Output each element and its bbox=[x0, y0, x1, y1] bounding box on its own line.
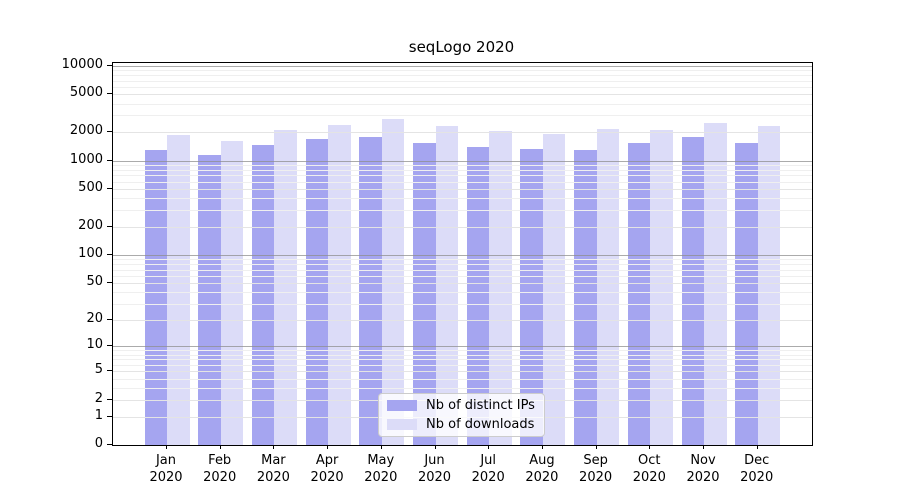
x-tick bbox=[219, 445, 221, 449]
legend-swatch-distinct-ips bbox=[387, 400, 417, 411]
y-tick-label-20: 20 bbox=[86, 310, 103, 326]
bar-may-downloads bbox=[381, 118, 405, 445]
bar-jul-distinct-ips bbox=[466, 147, 490, 445]
y-tick bbox=[107, 225, 112, 227]
bar-sep-distinct-ips bbox=[574, 149, 597, 445]
bar-aug-downloads bbox=[542, 134, 566, 445]
x-tick bbox=[595, 445, 597, 449]
legend-label-downloads: Nb of downloads bbox=[426, 417, 535, 432]
y-tick-label-50: 50 bbox=[86, 274, 103, 290]
bar-jan-distinct-ips bbox=[144, 149, 167, 445]
bar-oct-distinct-ips bbox=[627, 143, 651, 445]
legend-entry-distinct-ips: Nb of distinct IPs bbox=[387, 398, 536, 413]
bar-dec-distinct-ips bbox=[735, 143, 758, 445]
x-tick bbox=[273, 445, 275, 449]
x-tick-label-jan: Jan 2020 bbox=[149, 453, 183, 485]
x-tick-label-mar: Mar 2020 bbox=[256, 453, 290, 485]
bar-apr-downloads bbox=[328, 124, 351, 445]
bar-jun-distinct-ips bbox=[413, 142, 436, 445]
x-tick-label-sep: Sep 2020 bbox=[579, 453, 613, 485]
legend: Nb of distinct IPs Nb of downloads bbox=[378, 393, 545, 437]
y-tick-label-500: 500 bbox=[78, 180, 103, 196]
x-tick-label-jun: Jun 2020 bbox=[417, 453, 452, 485]
y-tick-label-1: 1 bbox=[94, 407, 103, 423]
x-tick bbox=[541, 445, 543, 449]
x-tick bbox=[756, 445, 758, 449]
x-tick-label-feb: Feb 2020 bbox=[203, 453, 237, 485]
x-tick-label-oct: Oct 2020 bbox=[632, 453, 666, 485]
x-tick-label-aug: Aug 2020 bbox=[525, 453, 559, 485]
y-tick bbox=[107, 159, 112, 161]
x-tick bbox=[166, 445, 167, 449]
y-tick bbox=[107, 282, 112, 284]
y-tick-label-100: 100 bbox=[78, 246, 103, 261]
y-tick-label-200: 200 bbox=[78, 217, 103, 233]
y-tick bbox=[107, 93, 112, 95]
x-tick bbox=[380, 445, 382, 449]
x-tick-label-apr: Apr 2020 bbox=[310, 453, 344, 485]
y-tick bbox=[107, 370, 112, 372]
bar-mar-distinct-ips bbox=[251, 145, 275, 445]
x-tick bbox=[703, 445, 704, 449]
bar-apr-distinct-ips bbox=[305, 138, 329, 445]
y-tick-label-0: 0 bbox=[94, 436, 103, 451]
x-tick bbox=[488, 445, 490, 449]
y-tick bbox=[107, 131, 112, 132]
y-tick bbox=[107, 444, 112, 445]
bar-nov-distinct-ips bbox=[681, 136, 704, 445]
bar-sep-downloads bbox=[596, 129, 620, 445]
gridline-6000 bbox=[113, 86, 812, 88]
y-tick bbox=[107, 64, 112, 66]
x-tick bbox=[327, 445, 329, 449]
legend-entry-downloads: Nb of downloads bbox=[387, 417, 536, 432]
y-tick-label-2000: 2000 bbox=[69, 123, 103, 138]
y-tick-label-2: 2 bbox=[94, 390, 103, 406]
x-tick bbox=[649, 445, 651, 449]
x-tick-label-dec: Dec 2020 bbox=[740, 453, 774, 485]
x-tick bbox=[434, 445, 436, 449]
bar-feb-downloads bbox=[220, 140, 244, 445]
y-tick-label-10000: 10000 bbox=[61, 56, 103, 72]
x-tick-label-nov: Nov 2020 bbox=[686, 453, 720, 485]
gridline-5000 bbox=[113, 94, 812, 96]
bar-aug-distinct-ips bbox=[520, 148, 543, 445]
gridline-9000 bbox=[113, 70, 812, 72]
plot-area bbox=[112, 62, 813, 446]
bar-nov-downloads bbox=[704, 123, 727, 445]
bar-jan-downloads bbox=[167, 135, 190, 445]
bar-feb-distinct-ips bbox=[198, 155, 221, 445]
bar-dec-downloads bbox=[757, 125, 781, 445]
x-tick-label-jul: Jul 2020 bbox=[471, 453, 505, 485]
legend-swatch-downloads bbox=[387, 419, 417, 430]
y-tick-label-1000: 1000 bbox=[69, 151, 103, 167]
bar-jul-downloads bbox=[489, 131, 512, 445]
gridline-7000 bbox=[113, 80, 812, 82]
y-tick bbox=[107, 345, 112, 347]
y-tick bbox=[107, 398, 112, 400]
gridline-10000 bbox=[113, 65, 812, 67]
y-tick-label-10: 10 bbox=[86, 337, 103, 353]
y-tick-label-5000: 5000 bbox=[69, 85, 103, 101]
gridline-3000 bbox=[113, 115, 812, 117]
gridline-4000 bbox=[113, 103, 812, 105]
gridline-8000 bbox=[113, 75, 812, 76]
x-tick-label-may: May 2020 bbox=[364, 453, 398, 485]
legend-label-distinct-ips: Nb of distinct IPs bbox=[426, 398, 535, 413]
bar-mar-downloads bbox=[274, 130, 297, 445]
y-tick bbox=[107, 254, 112, 255]
y-tick-label-5: 5 bbox=[94, 362, 103, 378]
y-tick bbox=[107, 188, 112, 190]
chart-title: seqLogo 2020 bbox=[408, 38, 515, 56]
y-tick bbox=[107, 415, 112, 417]
y-tick bbox=[107, 318, 112, 320]
bar-oct-downloads bbox=[650, 129, 673, 445]
bar-may-distinct-ips bbox=[359, 136, 382, 445]
